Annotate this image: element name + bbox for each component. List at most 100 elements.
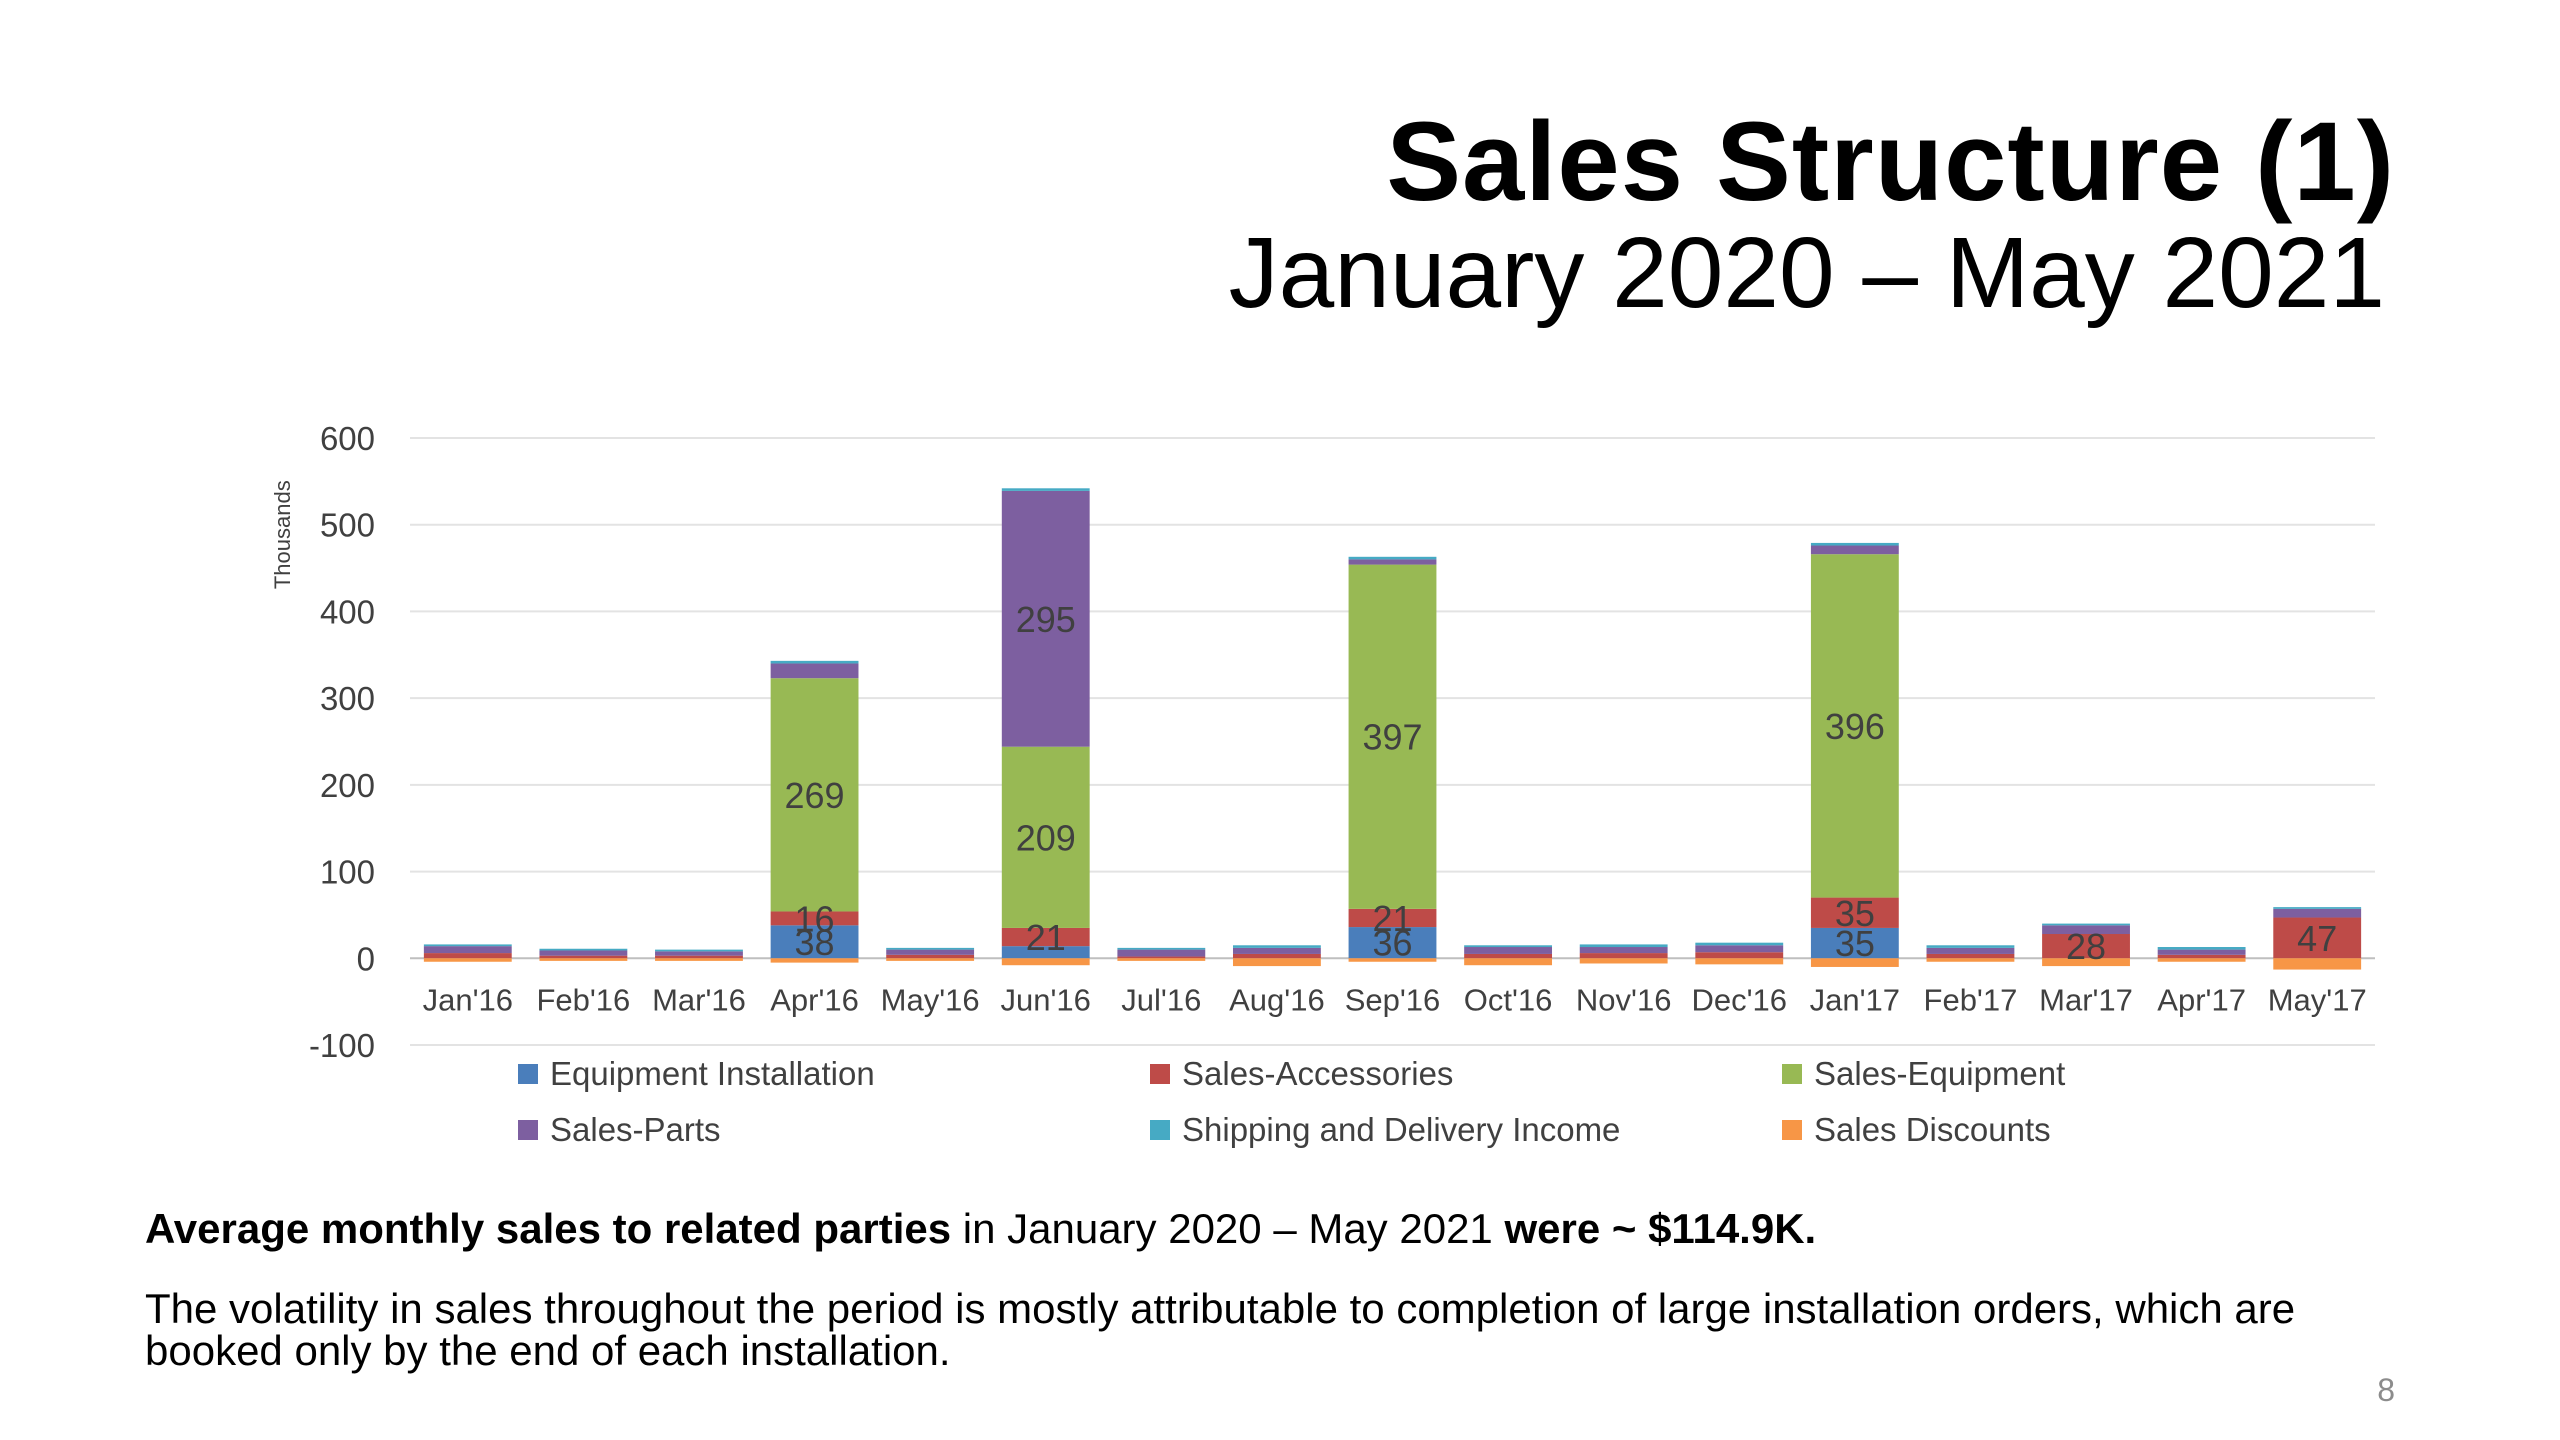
bar-segment — [1810, 927, 1899, 959]
x-tick-label: Jun'16 — [1001, 982, 1091, 1017]
bar-segment — [1348, 958, 1437, 962]
bar-segment — [1001, 958, 1090, 966]
page-title: Sales Structure (1) — [1386, 99, 2395, 224]
y-tick-label: 400 — [320, 593, 375, 630]
bar-segment — [770, 958, 859, 963]
bar-segment — [770, 663, 859, 679]
legend-item: Equipment Installation — [518, 1055, 1150, 1093]
bar-segment — [770, 925, 859, 959]
bar-segment — [1810, 554, 1899, 898]
bar-segment — [1232, 953, 1321, 959]
y-tick-label: 200 — [320, 767, 375, 804]
bar-segment — [1117, 949, 1206, 957]
bar-segment — [1695, 952, 1784, 959]
page-number: 8 — [2377, 1372, 2395, 1408]
bar-segment — [1810, 542, 1899, 546]
bar-segment — [1810, 545, 1899, 555]
bar-segment — [2273, 908, 2362, 918]
bar-segment — [1232, 947, 1321, 954]
x-tick-label: Nov'16 — [1576, 982, 1672, 1017]
chart-legend: Equipment Installation Sales-Accessories S… — [518, 1055, 2418, 1149]
bar-segment — [1348, 908, 1437, 928]
data-label: 35 — [1835, 923, 1875, 964]
x-tick-label: Dec'16 — [1691, 982, 1787, 1017]
legend-label: Sales Discounts — [1814, 1111, 2051, 1148]
summary-bold-2: were ~ $114.9K. — [1504, 1205, 1817, 1252]
x-tick-label: Feb'16 — [536, 982, 630, 1017]
bar-segment — [1926, 947, 2015, 954]
bar-segment — [1926, 958, 2015, 962]
data-label: 397 — [1362, 717, 1422, 758]
legend-swatch — [1782, 1120, 1802, 1140]
y-tick-label: 0 — [357, 940, 375, 977]
x-tick-label: Apr'16 — [770, 982, 859, 1017]
bar-segment — [1579, 944, 1668, 948]
bar-segment — [655, 958, 743, 961]
bar-segment — [423, 953, 512, 959]
bar-segment — [2042, 925, 2130, 935]
bar-segment — [1348, 564, 1437, 909]
bar-segment — [2157, 954, 2246, 959]
bar-segment — [770, 678, 859, 912]
bar-segment — [1348, 927, 1437, 959]
bar-segment — [1001, 946, 1090, 959]
bar-segment — [886, 954, 975, 959]
y-axis-title: Thousands — [270, 480, 295, 589]
summary-normal: in January 2020 – May 2021 — [951, 1205, 1505, 1252]
legend-label: Sales-Accessories — [1182, 1055, 1454, 1092]
chart-axes: -100 0 100 200 300 400 500 600 Thousands Jan'16 Fe… — [270, 420, 2367, 1064]
bar-segment — [1926, 953, 2015, 959]
bar-segment — [2273, 907, 2362, 909]
x-tick-label: Jan'17 — [1810, 982, 1900, 1017]
bar-segment — [539, 958, 628, 961]
y-tick-label: -100 — [309, 1027, 375, 1064]
bar-segment — [2273, 958, 2362, 970]
bar-segment — [655, 955, 743, 959]
bar-segment — [1001, 488, 1090, 491]
bar-segment — [886, 958, 975, 961]
bar-segment — [2157, 958, 2246, 962]
x-tick-label: May'17 — [2268, 982, 2367, 1017]
bar-segment — [655, 949, 743, 952]
bar-segment — [770, 911, 859, 926]
bar-segment — [2273, 917, 2362, 959]
bar-segment — [1117, 956, 1206, 959]
bar-segment — [423, 958, 512, 962]
x-tick-label: Sep'16 — [1345, 982, 1441, 1017]
bar-segment — [423, 946, 512, 954]
bar-segment — [1117, 958, 1206, 961]
bar-segment — [1579, 947, 1668, 954]
legend-label: Sales-Parts — [550, 1111, 721, 1148]
data-label: 36 — [1372, 923, 1412, 964]
x-tick-label: Mar'16 — [652, 982, 746, 1017]
bar-segment — [1464, 947, 1553, 954]
x-tick-label: Jan'16 — [423, 982, 513, 1017]
y-tick-label: 100 — [320, 854, 375, 891]
bar-segment — [1926, 945, 2015, 948]
bar-segment — [1001, 490, 1090, 747]
data-label: 21 — [1026, 917, 1066, 958]
data-label: 295 — [1016, 599, 1076, 640]
x-tick-label: Jul'16 — [1121, 982, 1201, 1017]
y-tick-label: 500 — [320, 507, 375, 544]
data-label: 269 — [785, 775, 845, 816]
bar-segment — [1579, 958, 1668, 964]
legend-swatch — [1150, 1120, 1170, 1140]
data-label: 396 — [1825, 706, 1885, 747]
legend-label: Sales-Equipment — [1814, 1055, 2066, 1092]
legend-item: Sales-Accessories — [1150, 1055, 1782, 1093]
data-label: 38 — [795, 922, 835, 963]
bar-segment — [886, 947, 975, 950]
bar-segment — [1695, 958, 1784, 965]
legend-item: Sales-Parts — [518, 1111, 1150, 1149]
bar-segment — [1695, 945, 1784, 953]
bar-segment — [2042, 958, 2130, 967]
legend-swatch — [1150, 1064, 1170, 1084]
bar-segment — [1348, 559, 1437, 565]
data-label: 47 — [2297, 918, 2337, 959]
bar-segment — [539, 955, 628, 959]
legend-swatch — [518, 1120, 538, 1140]
bar-segment — [1810, 958, 1899, 967]
